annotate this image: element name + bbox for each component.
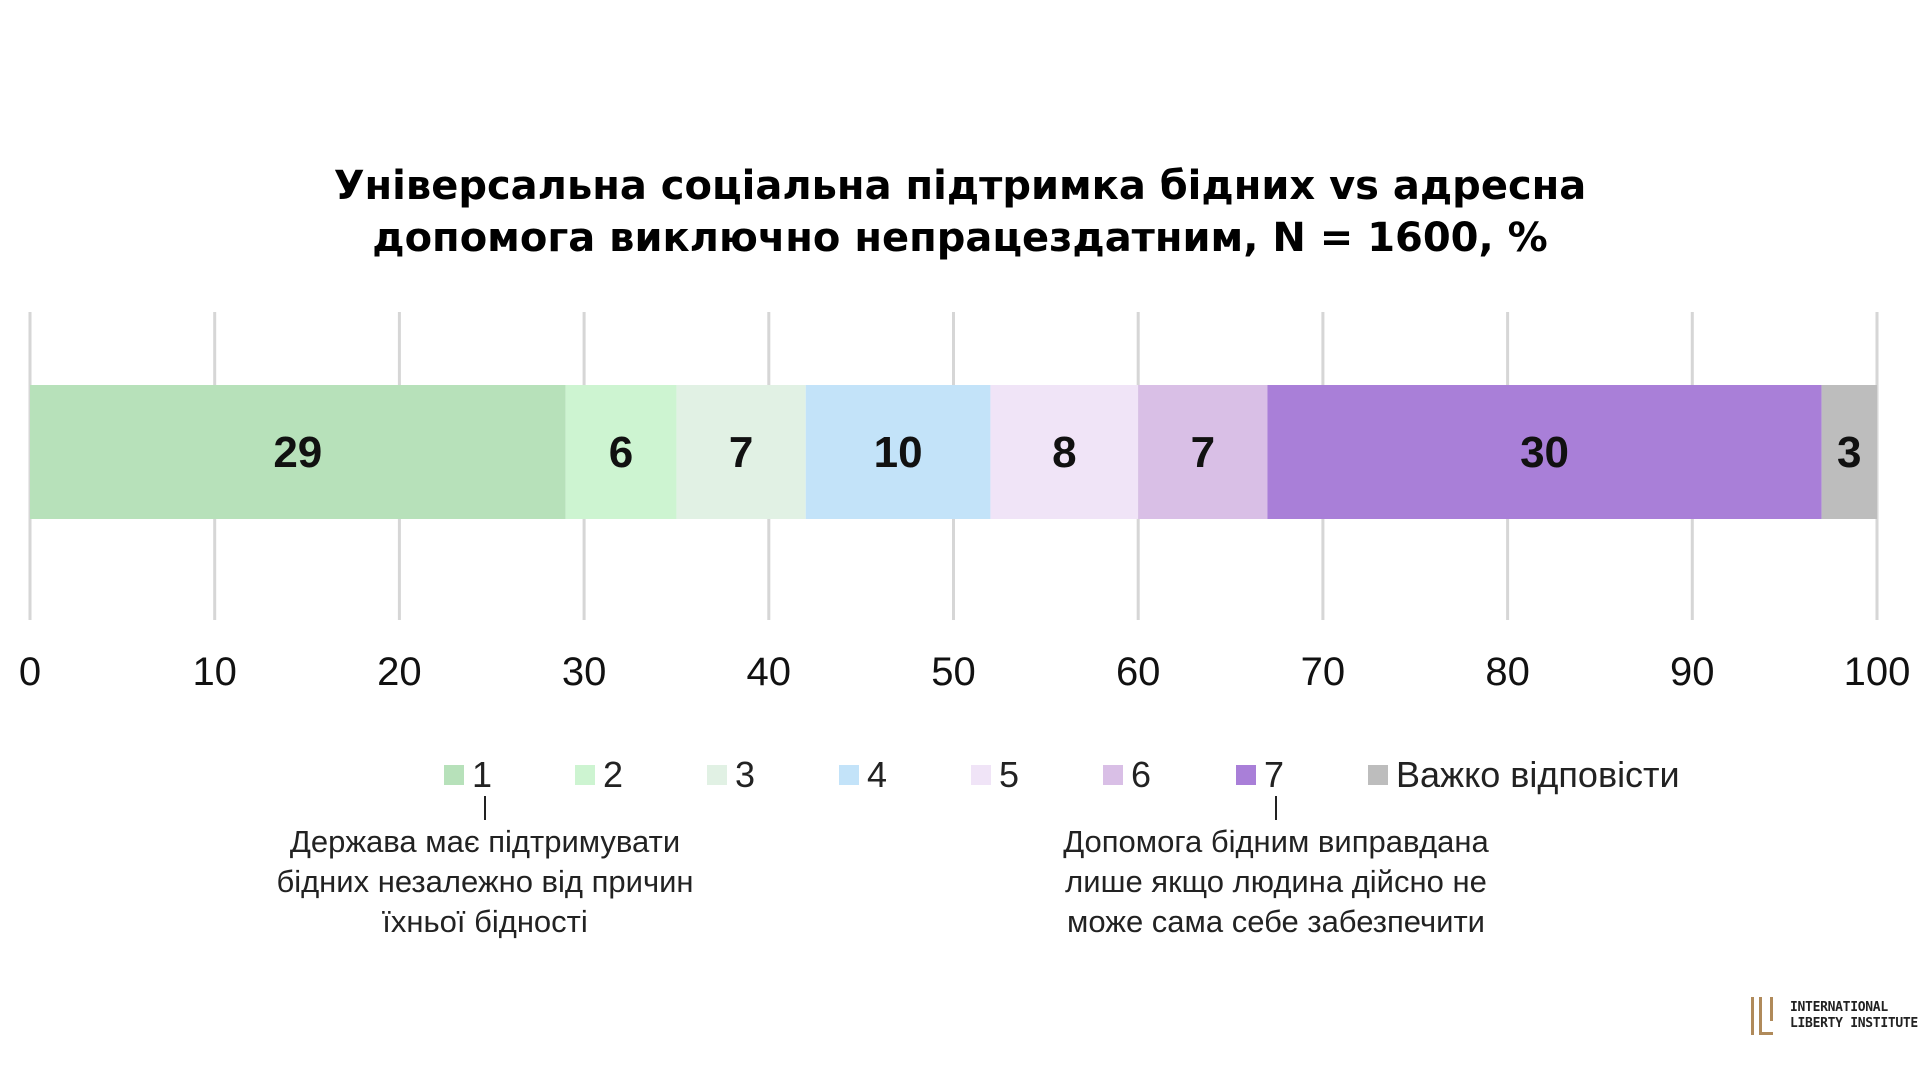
right-annotation-line-3: може сама себе забезпечити: [1067, 904, 1485, 939]
left-annotation-tick: [484, 796, 486, 820]
legend-label: 2: [603, 754, 624, 795]
data-label: 8: [1052, 428, 1076, 477]
right-annotation: Допомога бідним виправдана лише якщо люд…: [1016, 822, 1536, 942]
bar-segment: [990, 385, 1139, 519]
legend-item: 2: [575, 754, 624, 795]
legend-label: 1: [472, 754, 493, 795]
x-tick-label: 10: [192, 650, 237, 694]
legend-swatch: [1368, 765, 1388, 785]
right-annotation-line-2: лише якщо людина дійсно не: [1065, 864, 1487, 899]
chart-title-line-2: допомога виключно непрацездатним, N = 16…: [372, 215, 1548, 261]
legend-swatch: [575, 765, 595, 785]
logo: INTERNATIONAL LIBERTY INSTITUTE: [1750, 995, 1918, 1037]
bar-segment: [565, 385, 677, 519]
logo-text-line-1: INTERNATIONAL: [1790, 1000, 1888, 1015]
legend-label: 3: [735, 754, 756, 795]
x-tick-label: 80: [1485, 650, 1530, 694]
bar-segment: [1267, 385, 1822, 519]
x-axis-ticks: 0 10 20 30 40 50 60 70 80 90 100: [19, 650, 1911, 694]
bar-segment: [676, 385, 806, 519]
legend-item: 1: [444, 754, 493, 795]
logo-text-line-2: LIBERTY INSTITUTE: [1790, 1016, 1918, 1031]
legend-item: 3: [707, 754, 756, 795]
x-tick-label: 100: [1844, 650, 1911, 694]
x-tick-label: 40: [747, 650, 792, 694]
data-labels: 29 6 7 10 8 7 30 3: [273, 428, 1861, 477]
legend-label: 5: [999, 754, 1020, 795]
legend-item: Важко відповісти: [1368, 754, 1680, 795]
legend-swatch: [1236, 765, 1256, 785]
x-tick-label: 60: [1116, 650, 1161, 694]
legend-label: 4: [867, 754, 888, 795]
legend-item: 6: [1103, 754, 1152, 795]
data-label: 7: [729, 428, 753, 477]
logo-text: INTERNATIONAL LIBERTY INSTITUTE: [1790, 1000, 1918, 1032]
data-label: 3: [1837, 428, 1861, 477]
logo-mark-icon: [1751, 997, 1773, 1035]
data-label: 29: [273, 428, 322, 477]
legend-label: Важко відповісти: [1396, 754, 1680, 795]
left-annotation-line-2: бідних незалежно від причин: [276, 864, 694, 899]
legend-label: 7: [1264, 754, 1285, 795]
data-label: 6: [609, 428, 633, 477]
legend-item: 5: [971, 754, 1020, 795]
right-annotation-line-1: Допомога бідним виправдана: [1063, 824, 1489, 859]
bar-segment: [1138, 385, 1268, 519]
legend-item: 7: [1236, 754, 1285, 795]
right-annotation-tick: [1275, 796, 1277, 820]
bar-segment: [805, 385, 991, 519]
x-tick-label: 0: [19, 650, 41, 694]
chart-title: Універсальна соціальна підтримка бідних …: [0, 160, 1920, 264]
bar-segments: [30, 385, 1877, 519]
data-label: 10: [874, 428, 923, 477]
legend-swatch: [707, 765, 727, 785]
x-tick-label: 70: [1301, 650, 1346, 694]
legend-swatch: [971, 765, 991, 785]
x-tick-label: 30: [562, 650, 607, 694]
x-tick-label: 90: [1670, 650, 1715, 694]
legend-swatch: [1103, 765, 1123, 785]
data-label: 30: [1520, 428, 1569, 477]
legend-swatch: [444, 765, 464, 785]
chart-title-line-1: Універсальна соціальна підтримка бідних …: [333, 163, 1587, 209]
legend-item: 4: [839, 754, 888, 795]
legend-swatch: [839, 765, 859, 785]
left-annotation-line-1: Держава має підтримувати: [289, 824, 681, 859]
left-annotation-line-3: їхньої бідності: [382, 904, 588, 939]
bar-segment: [30, 385, 566, 519]
legend: 1 2 3 4 5 6 7 Важко відповісти: [0, 754, 1920, 795]
legend-label: 6: [1131, 754, 1152, 795]
x-tick-label: 50: [931, 650, 976, 694]
data-label: 7: [1191, 428, 1215, 477]
bar-segment: [1821, 385, 1877, 519]
left-annotation: Держава має підтримувати бідних незалежн…: [225, 822, 745, 942]
x-tick-label: 20: [377, 650, 422, 694]
